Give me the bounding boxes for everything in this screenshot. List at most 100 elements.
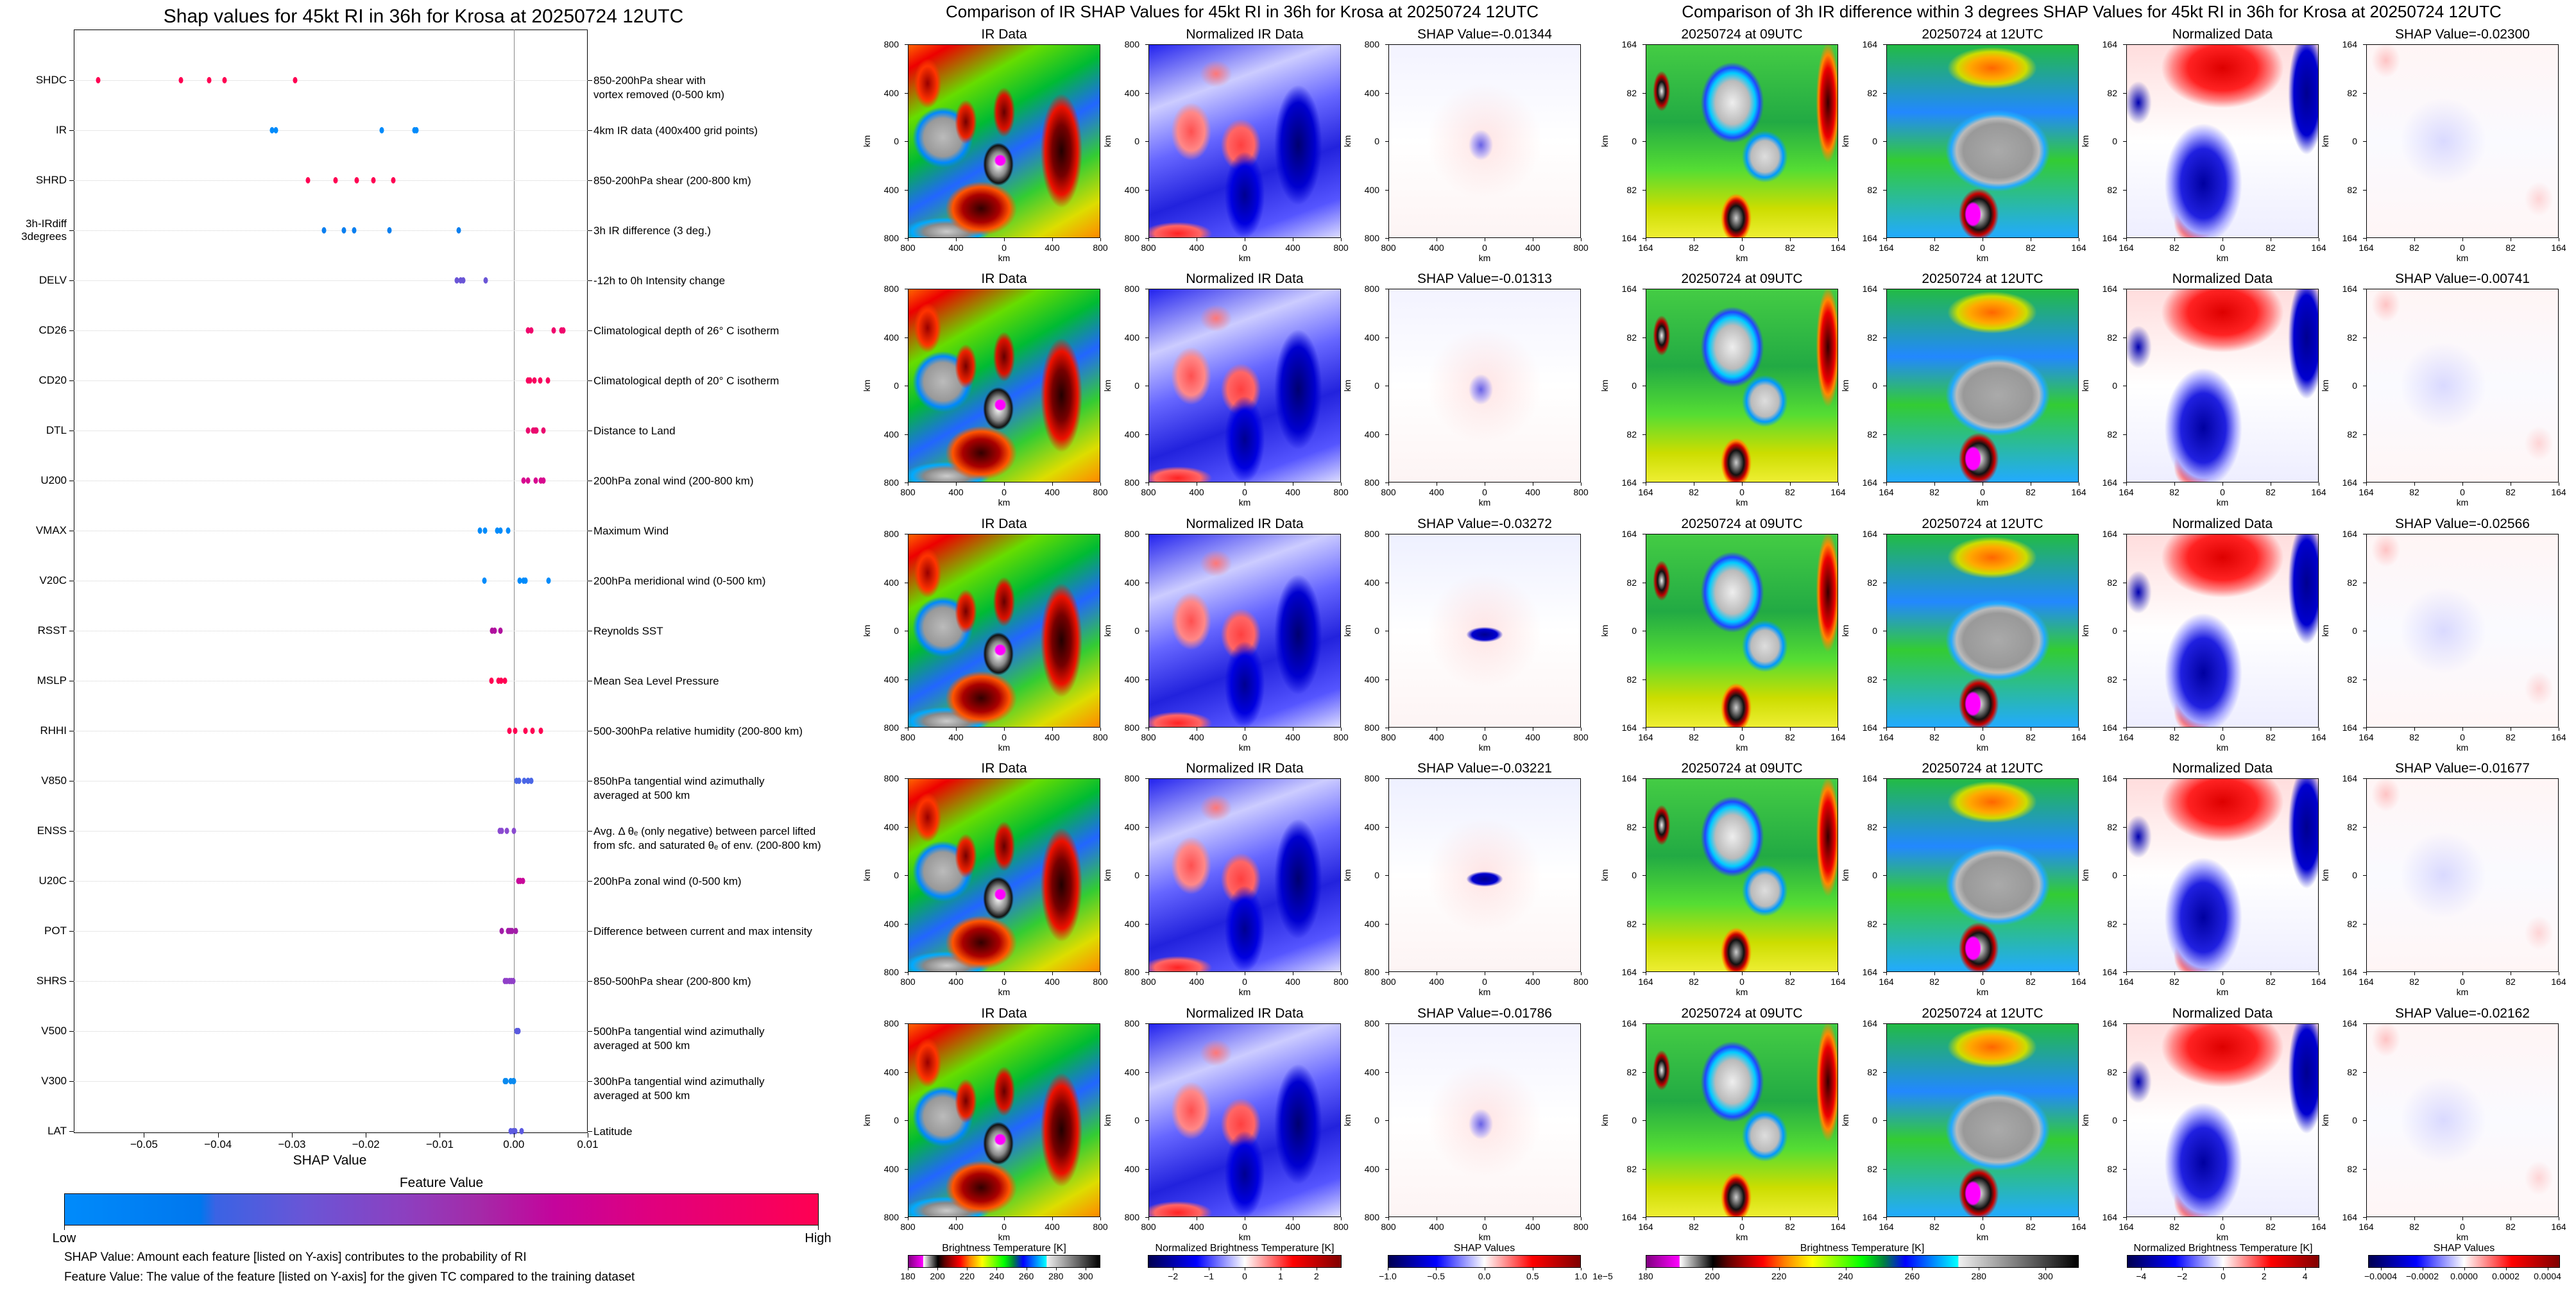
y-tick-mark <box>2363 826 2366 828</box>
shap-point <box>529 327 534 334</box>
feature-label: SHRD <box>35 174 67 186</box>
shap-point <box>504 828 509 834</box>
y-tick-label: 164 <box>2342 529 2357 539</box>
y-tick-mark <box>2363 141 2366 142</box>
feature-gridline <box>74 831 588 832</box>
x-tick-mark <box>1148 1217 1149 1220</box>
y-axis-label: km <box>1102 624 1113 637</box>
colorbar-tick-mark <box>2464 1268 2465 1270</box>
y-tick-mark <box>905 826 908 828</box>
feature-label: DTL <box>46 424 67 436</box>
x-tick-label: 82 <box>2169 732 2179 742</box>
heatmap-image <box>2126 44 2319 238</box>
x-tick-label: 400 <box>1429 487 1444 497</box>
x-tick-mark <box>2222 728 2223 731</box>
shap-point <box>482 527 488 534</box>
heatmap-image <box>1646 534 1838 728</box>
feature-label: V500 <box>41 1025 67 1037</box>
y-tick-mark <box>2123 238 2126 239</box>
x-tick-label: 800 <box>1093 243 1108 253</box>
y-tick-mark <box>1642 1071 1646 1073</box>
x-axis-label: km <box>998 987 1011 997</box>
x-axis-label: km <box>1976 1232 1989 1242</box>
feature-description-line: Climatological depth of 20° C isotherm <box>593 375 780 387</box>
heatmap-image <box>2366 534 2559 728</box>
y-tick-label: 400 <box>883 674 899 685</box>
x-tick-mark <box>1148 728 1149 731</box>
x-tick-label: 0 <box>2460 243 2465 253</box>
feature-description: 850-500hPa shear (200-800 km) <box>593 975 751 989</box>
x-tick-mark <box>1742 728 1743 731</box>
x-tick-mark <box>956 728 957 731</box>
shap-point <box>498 627 503 634</box>
y-tick-mark <box>1883 482 1886 483</box>
y-tick-mark <box>1385 923 1388 925</box>
x-tick-mark <box>1148 972 1149 975</box>
colorbar-title: Normalized Brightness Temperature [K] <box>1155 1243 1335 1254</box>
shap-point <box>546 577 551 584</box>
x-tick-label: 164 <box>1830 243 1846 253</box>
x-tick-mark <box>2366 728 2367 731</box>
x-tick-label: 82 <box>2409 732 2419 742</box>
y-tick-mark <box>1642 778 1646 779</box>
colorbar-tick-label: −2 <box>1168 1271 1179 1281</box>
y-tick-label: 400 <box>1124 184 1139 195</box>
x-tick-label: 0 <box>2220 732 2225 742</box>
y-tick-mark <box>1642 189 1646 191</box>
x-axis-label: km <box>1478 742 1491 753</box>
x-axis-label: km <box>2216 253 2229 263</box>
y-tick-label: 164 <box>2342 967 2357 977</box>
x-tick-mark <box>1742 238 1743 241</box>
feature-description: 300hPa tangential wind azimuthally averag… <box>593 1075 765 1103</box>
x-tick-label: 164 <box>2071 243 2086 253</box>
y-tick-mark <box>1642 972 1646 973</box>
y-tick-mark <box>1145 1023 1148 1024</box>
x-tick-label: 0 <box>1002 732 1007 742</box>
heatmap-image <box>908 1023 1100 1217</box>
y-tick-mark <box>2123 1120 2126 1121</box>
y-tick-mark <box>1145 778 1148 779</box>
feature-gridline <box>74 981 588 982</box>
y-tick-mark <box>1145 1168 1148 1170</box>
y-tick-label: 0 <box>1134 870 1139 880</box>
x-tick-label: 82 <box>1785 732 1795 742</box>
y-tick-mark <box>2123 44 2126 45</box>
y-tick-label: 164 <box>1862 477 1877 488</box>
colorbar-tick-label: 2 <box>1313 1271 1319 1281</box>
x-tick-label: 164 <box>1879 977 1894 987</box>
y-tick-mark <box>1385 44 1388 45</box>
shap-point <box>354 177 359 184</box>
shap-point <box>178 77 183 83</box>
shap-point <box>520 878 525 884</box>
colorbar-tick-label: −1.0 <box>1379 1271 1397 1281</box>
x-tick-label: 400 <box>948 977 964 987</box>
x-tick-mark <box>2222 238 2223 241</box>
y-tick-mark <box>69 1131 74 1132</box>
x-tick-label: 164 <box>2071 1222 2086 1232</box>
x-tick-label: 0 <box>1002 977 1007 987</box>
colorbar-tick-label: 0 <box>2221 1271 2226 1281</box>
y-tick-label: 800 <box>1364 477 1379 488</box>
x-tick-label: 164 <box>1638 487 1653 497</box>
y-tick-mark <box>1145 238 1148 239</box>
x-tick-mark <box>1388 482 1389 486</box>
y2-tick-mark <box>588 831 592 832</box>
x-tick-mark <box>2414 1217 2415 1220</box>
x-tick-label: 800 <box>1141 487 1156 497</box>
x-axis-label: km <box>2216 987 2229 997</box>
y-tick-mark <box>905 972 908 973</box>
colorbar-high-label: High <box>805 1231 832 1245</box>
x-tick-label: 800 <box>1573 1222 1589 1232</box>
x-tick-mark <box>1742 1217 1743 1220</box>
x-tick-mark <box>956 1217 957 1220</box>
feature-description: Difference between current and max inten… <box>593 925 812 939</box>
x-tick-label: 800 <box>1333 487 1349 497</box>
y-tick-mark <box>1385 1120 1388 1121</box>
x-tick-label: 0 <box>2460 1222 2465 1232</box>
feature-description-line: Climatological depth of 26° C isotherm <box>593 325 780 337</box>
x-tick-mark <box>2462 1217 2463 1220</box>
x-axis-label: km <box>1736 253 1748 263</box>
shap-point <box>482 577 487 584</box>
y-tick-label: 164 <box>1621 722 1637 733</box>
y-tick-mark <box>905 434 908 435</box>
